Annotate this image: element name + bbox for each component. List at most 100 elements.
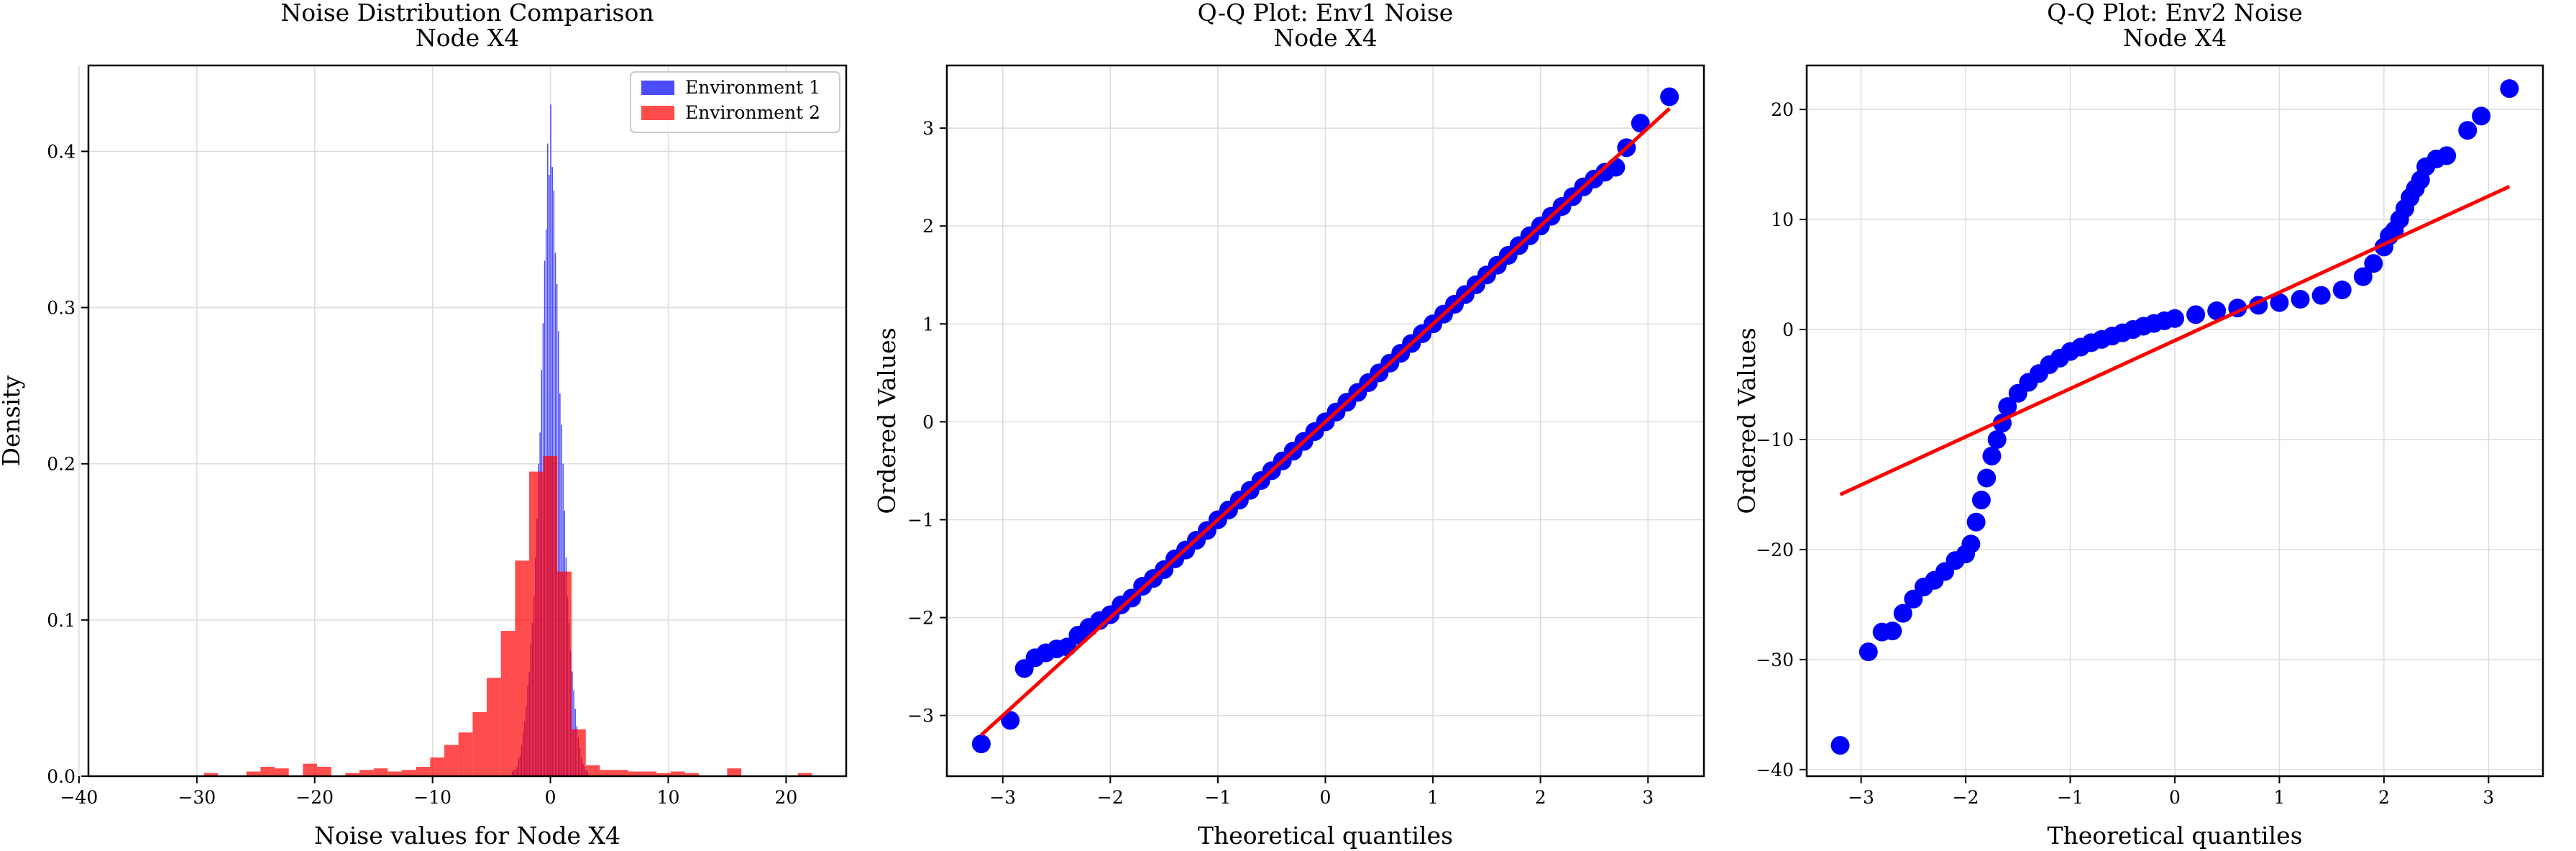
bar-environment-2 bbox=[585, 765, 600, 776]
qq-point bbox=[2291, 290, 2310, 309]
bar-environment-2 bbox=[614, 770, 628, 776]
qq-points bbox=[971, 87, 1679, 754]
chart-subtitle: Node X4 bbox=[416, 24, 519, 52]
x-tick-label: −3 bbox=[989, 787, 1016, 808]
x-tick-label: 1 bbox=[2274, 787, 2286, 808]
bar-environment-2 bbox=[260, 766, 275, 776]
bar-environment-2 bbox=[656, 773, 671, 776]
x-tick-label: 0 bbox=[2169, 787, 2181, 808]
y-tick-label: 0.1 bbox=[47, 610, 75, 631]
y-axis-label: Ordered Values bbox=[1733, 327, 1761, 514]
x-tick-label: 0 bbox=[545, 787, 556, 808]
qq-point bbox=[1001, 711, 1020, 730]
y-tick-label: 1 bbox=[922, 314, 934, 335]
chart-title: Q-Q Plot: Env2 Noise bbox=[2047, 0, 2303, 27]
y-tick-label: −1 bbox=[907, 509, 934, 530]
legend-box bbox=[630, 71, 840, 133]
y-tick-label: 2 bbox=[922, 216, 934, 237]
y-axis-ticks: 0.0 0.1 0.2 0.3 0.4 bbox=[47, 141, 88, 787]
x-tick-label: −2 bbox=[1953, 787, 1979, 808]
bar-environment-2 bbox=[402, 770, 416, 776]
qq-point bbox=[2500, 79, 2519, 99]
chart-subtitle: Node X4 bbox=[2123, 24, 2227, 52]
qq-point bbox=[2186, 305, 2206, 324]
bar-environment-2 bbox=[628, 771, 643, 776]
bar-environment-2 bbox=[684, 773, 700, 776]
x-tick-label: −3 bbox=[1848, 787, 1874, 808]
y-tick-label: 20 bbox=[1771, 99, 1794, 120]
qq-point bbox=[2311, 286, 2331, 305]
qq-point bbox=[2458, 121, 2478, 140]
qq-point bbox=[1631, 114, 1650, 133]
qq-point bbox=[1904, 589, 1923, 609]
x-tick-label: −1 bbox=[1204, 787, 1231, 808]
bar-environment-2 bbox=[416, 766, 431, 776]
bar-environment-2 bbox=[600, 770, 615, 776]
x-axis-label: Theoretical quantiles bbox=[2047, 822, 2302, 850]
bar-environment-2 bbox=[543, 455, 558, 776]
y-tick-label: −3 bbox=[907, 706, 934, 727]
bar-environment-2 bbox=[388, 771, 403, 776]
bar-environment-2 bbox=[303, 763, 318, 776]
grid-lines bbox=[78, 65, 846, 777]
panel-qq-env1: −3 −2 −1 0 1 2 3 −3 −2 −1 0 1 2 3 Q-Q Plot: Env1 Noi… bbox=[873, 0, 1705, 850]
y-tick-label: −10 bbox=[1756, 429, 1794, 450]
y-tick-label: 3 bbox=[922, 118, 934, 139]
qq-point bbox=[1660, 87, 1679, 106]
qq-point bbox=[1893, 604, 1912, 623]
x-tick-label: −30 bbox=[178, 787, 216, 808]
qq-point bbox=[1858, 642, 1878, 662]
qq-points bbox=[1830, 79, 2519, 755]
x-tick-label: 3 bbox=[1642, 787, 1654, 808]
bar-environment-2 bbox=[529, 471, 544, 776]
x-tick-label: −1 bbox=[2057, 787, 2084, 808]
y-tick-label: 0.3 bbox=[47, 298, 75, 319]
y-axis-ticks: −3 −2 −1 0 1 2 3 bbox=[907, 118, 947, 727]
bar-environment-2 bbox=[515, 560, 530, 776]
bar-environment-2 bbox=[557, 571, 572, 776]
x-tick-label: 2 bbox=[2378, 787, 2390, 808]
y-axis-ticks: −40 −30 −20 −10 0 10 20 bbox=[1756, 99, 1807, 781]
bar-environment-2 bbox=[359, 770, 374, 776]
bar-environment-1 bbox=[550, 104, 551, 777]
qq-point bbox=[1830, 736, 1850, 755]
y-tick-label: −2 bbox=[907, 608, 934, 629]
bar-environment-2 bbox=[472, 711, 487, 776]
qq-point bbox=[1961, 534, 1981, 554]
chart-title: Noise Distribution Comparison bbox=[280, 0, 654, 27]
y-tick-label: 0.0 bbox=[47, 766, 75, 787]
bar-environment-1 bbox=[572, 671, 573, 776]
bar-environment-2 bbox=[487, 678, 501, 776]
bar-environment-2 bbox=[373, 768, 388, 776]
y-tick-label: 0 bbox=[1782, 319, 1794, 340]
qq-fit-line bbox=[1839, 184, 2511, 496]
qq-point bbox=[2165, 309, 2184, 328]
y-tick-label: −20 bbox=[1756, 540, 1794, 560]
y-axis-label: Ordered Values bbox=[873, 327, 901, 514]
qq-point bbox=[1883, 622, 1902, 641]
qq-point bbox=[2207, 301, 2227, 321]
y-tick-label: 0 bbox=[922, 411, 934, 432]
bar-environment-2 bbox=[317, 766, 331, 776]
bar-environment-2 bbox=[458, 732, 473, 776]
qq-point bbox=[2437, 146, 2457, 165]
legend-swatch-environment-1 bbox=[641, 81, 674, 95]
bar-environment-2 bbox=[670, 771, 685, 776]
legend: Environment 1 Environment 2 bbox=[630, 71, 840, 133]
legend-label-environment-1: Environment 1 bbox=[685, 77, 820, 98]
qq-point bbox=[1966, 512, 1986, 532]
bar-environment-2 bbox=[274, 768, 289, 776]
x-tick-label: 2 bbox=[1535, 787, 1546, 808]
y-axis-label: Density bbox=[0, 375, 25, 466]
x-tick-label: 0 bbox=[1320, 787, 1331, 808]
bar-environment-2 bbox=[727, 768, 742, 776]
chart-subtitle: Node X4 bbox=[1273, 24, 1377, 52]
legend-label-environment-2: Environment 2 bbox=[685, 102, 820, 123]
y-tick-label: 0.2 bbox=[47, 454, 75, 475]
bar-environment-2 bbox=[572, 729, 586, 776]
qq-point bbox=[2270, 293, 2289, 312]
bar-environment-1 bbox=[557, 331, 559, 777]
qq-point bbox=[2353, 267, 2373, 286]
chart-title: Q-Q Plot: Env1 Noise bbox=[1198, 0, 1454, 27]
